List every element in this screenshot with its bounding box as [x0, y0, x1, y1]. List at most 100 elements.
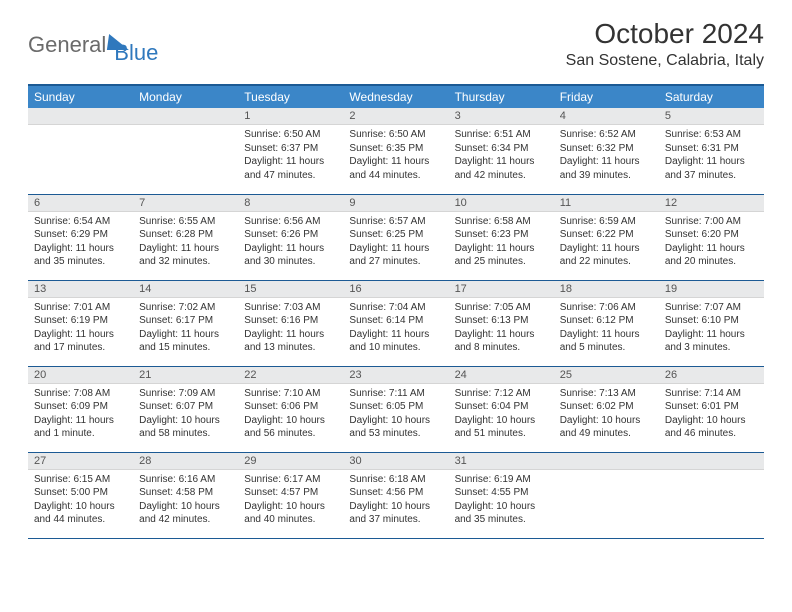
sunset-text: Sunset: 6:19 PM — [34, 314, 127, 328]
daylight-text: Daylight: 11 hours and 1 minute. — [34, 414, 127, 441]
weekday-header: Thursday — [449, 85, 554, 108]
calendar-cell: 17Sunrise: 7:05 AMSunset: 6:13 PMDayligh… — [449, 280, 554, 366]
day-details: Sunrise: 7:08 AMSunset: 6:09 PMDaylight:… — [28, 384, 133, 443]
title-block: October 2024 San Sostene, Calabria, Ital… — [566, 18, 764, 70]
day-number: 16 — [343, 281, 448, 298]
day-number: 18 — [554, 281, 659, 298]
logo-triangle-icon — [107, 34, 131, 50]
sunrise-text: Sunrise: 6:54 AM — [34, 215, 127, 229]
sunrise-text: Sunrise: 7:06 AM — [560, 301, 653, 315]
sunset-text: Sunset: 6:07 PM — [139, 400, 232, 414]
sunset-text: Sunset: 6:28 PM — [139, 228, 232, 242]
weekday-header: Wednesday — [343, 85, 448, 108]
sunset-text: Sunset: 4:55 PM — [455, 486, 548, 500]
sunrise-text: Sunrise: 6:50 AM — [349, 128, 442, 142]
daylight-text: Daylight: 10 hours and 53 minutes. — [349, 414, 442, 441]
daylight-text: Daylight: 10 hours and 56 minutes. — [244, 414, 337, 441]
logo-text-general: General — [28, 32, 106, 58]
weekday-header: Saturday — [659, 85, 764, 108]
sunset-text: Sunset: 5:00 PM — [34, 486, 127, 500]
day-details: Sunrise: 6:57 AMSunset: 6:25 PMDaylight:… — [343, 212, 448, 271]
sunset-text: Sunset: 6:04 PM — [455, 400, 548, 414]
day-details: Sunrise: 6:59 AMSunset: 6:22 PMDaylight:… — [554, 212, 659, 271]
day-number: 11 — [554, 195, 659, 212]
sunrise-text: Sunrise: 6:55 AM — [139, 215, 232, 229]
day-number: 4 — [554, 108, 659, 125]
sunrise-text: Sunrise: 7:08 AM — [34, 387, 127, 401]
daylight-text: Daylight: 11 hours and 37 minutes. — [665, 155, 758, 182]
day-details: Sunrise: 7:12 AMSunset: 6:04 PMDaylight:… — [449, 384, 554, 443]
sunset-text: Sunset: 6:13 PM — [455, 314, 548, 328]
sunrise-text: Sunrise: 7:00 AM — [665, 215, 758, 229]
day-number: 22 — [238, 367, 343, 384]
calendar-cell: 5Sunrise: 6:53 AMSunset: 6:31 PMDaylight… — [659, 108, 764, 194]
calendar-cell — [133, 108, 238, 194]
sunrise-text: Sunrise: 6:19 AM — [455, 473, 548, 487]
calendar-cell: 2Sunrise: 6:50 AMSunset: 6:35 PMDaylight… — [343, 108, 448, 194]
location: San Sostene, Calabria, Italy — [566, 52, 764, 70]
calendar-row: 13Sunrise: 7:01 AMSunset: 6:19 PMDayligh… — [28, 280, 764, 366]
sunrise-text: Sunrise: 7:02 AM — [139, 301, 232, 315]
day-details: Sunrise: 7:06 AMSunset: 6:12 PMDaylight:… — [554, 298, 659, 357]
sunrise-text: Sunrise: 7:13 AM — [560, 387, 653, 401]
sunrise-text: Sunrise: 6:56 AM — [244, 215, 337, 229]
day-number-empty — [28, 108, 133, 125]
day-number: 24 — [449, 367, 554, 384]
day-number-empty — [659, 453, 764, 470]
calendar-cell: 8Sunrise: 6:56 AMSunset: 6:26 PMDaylight… — [238, 194, 343, 280]
day-details: Sunrise: 7:11 AMSunset: 6:05 PMDaylight:… — [343, 384, 448, 443]
day-number: 31 — [449, 453, 554, 470]
calendar-body: 1Sunrise: 6:50 AMSunset: 6:37 PMDaylight… — [28, 108, 764, 538]
sunrise-text: Sunrise: 6:58 AM — [455, 215, 548, 229]
day-number: 10 — [449, 195, 554, 212]
daylight-text: Daylight: 11 hours and 25 minutes. — [455, 242, 548, 269]
daylight-text: Daylight: 10 hours and 49 minutes. — [560, 414, 653, 441]
calendar-cell: 21Sunrise: 7:09 AMSunset: 6:07 PMDayligh… — [133, 366, 238, 452]
day-details: Sunrise: 7:02 AMSunset: 6:17 PMDaylight:… — [133, 298, 238, 357]
day-number: 6 — [28, 195, 133, 212]
sunset-text: Sunset: 6:02 PM — [560, 400, 653, 414]
day-number-empty — [133, 108, 238, 125]
sunrise-text: Sunrise: 6:17 AM — [244, 473, 337, 487]
calendar-cell: 10 Sunrise: 6:58 AMSunset: 6:23 PMDayligh… — [449, 194, 554, 280]
weekday-header: Sunday — [28, 85, 133, 108]
sunrise-text: Sunrise: 7:03 AM — [244, 301, 337, 315]
day-details: Sunrise: 7:04 AMSunset: 6:14 PMDaylight:… — [343, 298, 448, 357]
sunset-text: Sunset: 6:12 PM — [560, 314, 653, 328]
day-number: 21 — [133, 367, 238, 384]
day-number: 13 — [28, 281, 133, 298]
day-details: Sunrise: 7:10 AMSunset: 6:06 PMDaylight:… — [238, 384, 343, 443]
sunset-text: Sunset: 6:20 PM — [665, 228, 758, 242]
sunset-text: Sunset: 6:23 PM — [455, 228, 548, 242]
day-details: Sunrise: 6:53 AMSunset: 6:31 PMDaylight:… — [659, 125, 764, 184]
daylight-text: Daylight: 11 hours and 32 minutes. — [139, 242, 232, 269]
daylight-text: Daylight: 11 hours and 8 minutes. — [455, 328, 548, 355]
day-details: Sunrise: 7:00 AMSunset: 6:20 PMDaylight:… — [659, 212, 764, 271]
daylight-text: Daylight: 11 hours and 35 minutes. — [34, 242, 127, 269]
daylight-text: Daylight: 11 hours and 20 minutes. — [665, 242, 758, 269]
day-number: 26 — [659, 367, 764, 384]
calendar-row: 20Sunrise: 7:08 AMSunset: 6:09 PMDayligh… — [28, 366, 764, 452]
sunrise-text: Sunrise: 7:12 AM — [455, 387, 548, 401]
sunrise-text: Sunrise: 6:59 AM — [560, 215, 653, 229]
calendar-cell: 29Sunrise: 6:17 AMSunset: 4:57 PMDayligh… — [238, 452, 343, 538]
day-details: Sunrise: 7:05 AMSunset: 6:13 PMDaylight:… — [449, 298, 554, 357]
day-number: 19 — [659, 281, 764, 298]
sunset-text: Sunset: 6:17 PM — [139, 314, 232, 328]
daylight-text: Daylight: 10 hours and 40 minutes. — [244, 500, 337, 527]
day-details: Sunrise: 6:56 AMSunset: 6:26 PMDaylight:… — [238, 212, 343, 271]
sunset-text: Sunset: 6:32 PM — [560, 142, 653, 156]
calendar-cell — [659, 452, 764, 538]
calendar-cell: 27Sunrise: 6:15 AMSunset: 5:00 PMDayligh… — [28, 452, 133, 538]
day-number: 27 — [28, 453, 133, 470]
day-details: Sunrise: 6:19 AMSunset: 4:55 PMDaylight:… — [449, 470, 554, 529]
daylight-text: Daylight: 11 hours and 5 minutes. — [560, 328, 653, 355]
day-number: 5 — [659, 108, 764, 125]
calendar-cell — [28, 108, 133, 194]
daylight-text: Daylight: 10 hours and 51 minutes. — [455, 414, 548, 441]
header: General Blue October 2024 San Sostene, C… — [28, 18, 764, 70]
daylight-text: Daylight: 10 hours and 35 minutes. — [455, 500, 548, 527]
sunrise-text: Sunrise: 6:18 AM — [349, 473, 442, 487]
sunrise-text: Sunrise: 6:50 AM — [244, 128, 337, 142]
daylight-text: Daylight: 11 hours and 47 minutes. — [244, 155, 337, 182]
